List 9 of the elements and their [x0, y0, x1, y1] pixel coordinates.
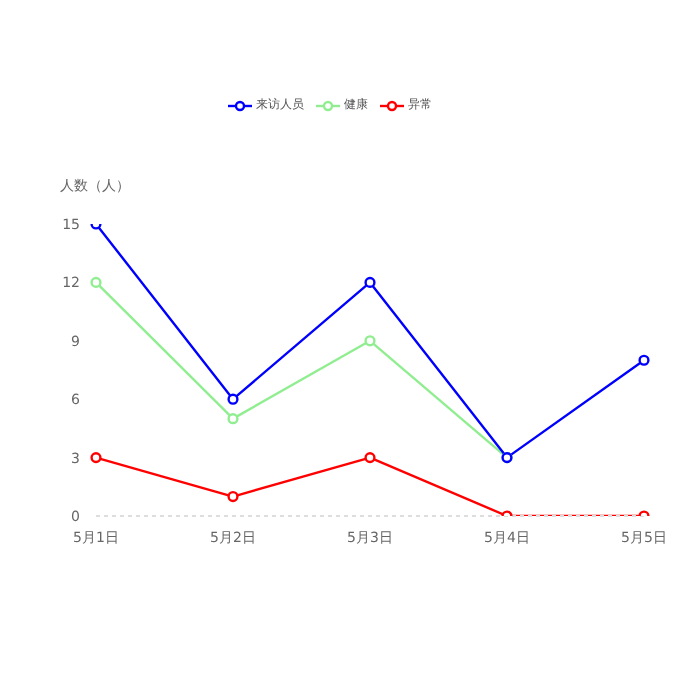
point [364, 276, 376, 288]
point [90, 276, 102, 288]
point [90, 452, 102, 464]
point [227, 393, 239, 405]
point [227, 413, 239, 425]
point [364, 335, 376, 347]
point [638, 354, 650, 366]
point [364, 452, 376, 464]
point [227, 490, 239, 503]
